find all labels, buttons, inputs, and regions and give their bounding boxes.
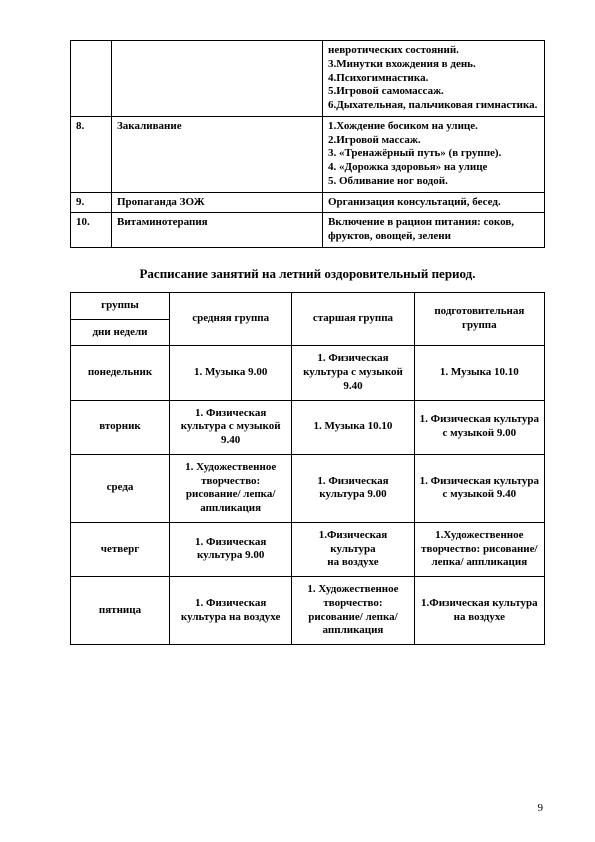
cell: 1. Физическая культура с музыкой 9.40 — [292, 346, 414, 400]
cell: 1. Музыка 9.00 — [170, 346, 292, 400]
cell-num: 10. — [71, 213, 112, 248]
header-col2: старшая группа — [292, 292, 414, 346]
cell-num — [71, 41, 112, 117]
table-row: 8. Закаливание 1.Хождение босиком на ули… — [71, 116, 545, 192]
cell: 1.Художественное творчество: рисование/ … — [414, 522, 544, 576]
cell: 1. Музыка 10.10 — [414, 346, 544, 400]
cell-right: Организация консультаций, бесед. — [323, 192, 545, 213]
header-col3: подготовительная группа — [414, 292, 544, 346]
day-cell: вторник — [71, 400, 170, 454]
day-cell: среда — [71, 454, 170, 522]
cell-left: Пропаганда ЗОЖ — [112, 192, 323, 213]
cell-right: 1.Хождение босиком на улице. 2.Игровой м… — [323, 116, 545, 192]
cell: 1. Физическая культура с музыкой 9.40 — [170, 400, 292, 454]
table-row: 9. Пропаганда ЗОЖ Организация консультац… — [71, 192, 545, 213]
schedule-row: понедельник 1. Музыка 9.00 1. Физическая… — [71, 346, 545, 400]
schedule-table: группы средняя группа старшая группа под… — [70, 292, 545, 645]
cell-num: 9. — [71, 192, 112, 213]
cell: 1. Физическая культура с музыкой 9.00 — [414, 400, 544, 454]
page-number: 9 — [538, 802, 544, 814]
cell: 1.Физическая культура на воздухе — [292, 522, 414, 576]
header-groups: группы — [71, 292, 170, 319]
top-table: невротических состояний. 3.Минутки вхожд… — [70, 40, 545, 248]
table-row: 10. Витаминотерапия Включение в рацион п… — [71, 213, 545, 248]
cell-right: невротических состояний. 3.Минутки вхожд… — [323, 41, 545, 117]
cell: 1. Физическая культура 9.00 — [292, 454, 414, 522]
cell-right: Включение в рацион питания: соков, фрукт… — [323, 213, 545, 248]
schedule-row: вторник 1. Физическая культура с музыкой… — [71, 400, 545, 454]
day-cell: четверг — [71, 522, 170, 576]
cell-left: Витаминотерапия — [112, 213, 323, 248]
cell: 1. Физическая культура 9.00 — [170, 522, 292, 576]
day-cell: пятница — [71, 577, 170, 645]
cell: 1. Музыка 10.10 — [292, 400, 414, 454]
day-cell: понедельник — [71, 346, 170, 400]
schedule-heading: Расписание занятий на летний оздоровител… — [70, 266, 545, 282]
header-days: дни недели — [71, 319, 170, 346]
cell: 1. Художественное творчество: рисование/… — [292, 577, 414, 645]
header-col1: средняя группа — [170, 292, 292, 346]
cell: 1. Физическая культура с музыкой 9.40 — [414, 454, 544, 522]
table-row: невротических состояний. 3.Минутки вхожд… — [71, 41, 545, 117]
cell: 1. Художественное творчество: рисование/… — [170, 454, 292, 522]
cell-num: 8. — [71, 116, 112, 192]
schedule-row: четверг 1. Физическая культура 9.00 1.Фи… — [71, 522, 545, 576]
cell: 1.Физическая культура на воздухе — [414, 577, 544, 645]
cell-left: Закаливание — [112, 116, 323, 192]
cell: 1. Физическая культура на воздухе — [170, 577, 292, 645]
schedule-header-row: группы средняя группа старшая группа под… — [71, 292, 545, 319]
schedule-row: пятница 1. Физическая культура на воздух… — [71, 577, 545, 645]
cell-left — [112, 41, 323, 117]
schedule-row: среда 1. Художественное творчество: рисо… — [71, 454, 545, 522]
